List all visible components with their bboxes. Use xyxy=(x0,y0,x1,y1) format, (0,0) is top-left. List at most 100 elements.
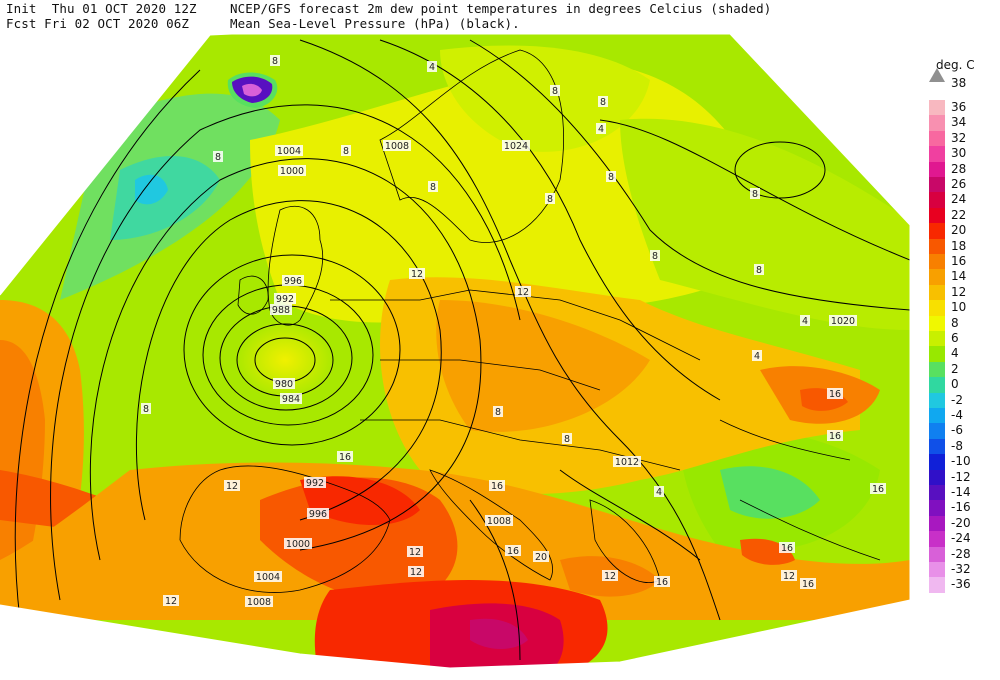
svg-text:8: 8 xyxy=(564,434,570,445)
legend-label: 12 xyxy=(951,284,967,299)
svg-text:12: 12 xyxy=(409,547,421,558)
isobar-label: 1000 xyxy=(278,165,306,177)
legend-entry: 16 xyxy=(924,254,1000,270)
svg-text:12: 12 xyxy=(517,287,529,298)
svg-text:8: 8 xyxy=(652,251,658,262)
legend-swatch xyxy=(929,146,945,162)
dewpoint-label: 12 xyxy=(163,595,179,607)
dewpoint-label: 8 xyxy=(493,406,503,418)
dewpoint-label: 8 xyxy=(750,188,760,200)
svg-text:980: 980 xyxy=(275,379,293,390)
legend-entry: 26 xyxy=(924,177,1000,193)
legend-swatch xyxy=(929,254,945,270)
dewpoint-label: 12 xyxy=(602,570,618,582)
legend-label: -16 xyxy=(951,500,971,515)
forecast-time: Fcst Fri 02 OCT 2020 06Z xyxy=(6,16,190,31)
isobar-label: 988 xyxy=(270,304,292,316)
svg-text:12: 12 xyxy=(165,596,177,607)
svg-text:992: 992 xyxy=(276,294,294,305)
isobar-label: 1000 xyxy=(284,538,312,550)
svg-text:1024: 1024 xyxy=(504,141,528,152)
isobar-label: 996 xyxy=(282,275,304,287)
legend-swatch xyxy=(929,300,945,316)
legend-entry: 0 xyxy=(924,377,1000,393)
legend-entry: 24 xyxy=(924,192,1000,208)
coastlines xyxy=(179,49,881,593)
legend-swatch xyxy=(929,331,945,347)
legend-swatch xyxy=(929,485,945,501)
legend-swatch xyxy=(929,515,945,532)
legend-swatch xyxy=(929,361,945,378)
legend-label: 0 xyxy=(951,377,959,392)
svg-text:4: 4 xyxy=(429,62,435,73)
legend-swatch xyxy=(929,115,945,131)
legend-entry: -20 xyxy=(924,515,1000,532)
svg-text:1000: 1000 xyxy=(286,539,310,550)
dewpoint-label: 8 xyxy=(270,55,280,67)
legend-entry: 34 xyxy=(924,115,1000,131)
dewpoint-label: 16 xyxy=(800,578,816,590)
legend-entry: -16 xyxy=(924,500,1000,516)
legend-unit: deg. C xyxy=(936,58,975,72)
legend-label: 30 xyxy=(951,146,967,161)
dewpoint-label: 8 xyxy=(598,96,608,108)
isobar-label: 1004 xyxy=(254,571,282,583)
legend-label: 6 xyxy=(951,331,959,345)
svg-text:1008: 1008 xyxy=(385,141,409,152)
svg-text:4: 4 xyxy=(598,124,604,135)
legend-label: 4 xyxy=(951,346,959,361)
legend-swatch xyxy=(929,377,945,393)
legend-entry: 32 xyxy=(924,130,1000,147)
dewpoint-label: 8 xyxy=(550,85,560,97)
legend-label: 34 xyxy=(951,115,967,130)
dewpoint-label: 4 xyxy=(752,350,762,362)
legend-entry: 36 xyxy=(924,100,1000,116)
svg-text:8: 8 xyxy=(608,172,614,183)
legend-label: 22 xyxy=(951,207,967,222)
legend-swatch xyxy=(929,438,945,455)
header-init-forecast: Init Thu 01 OCT 2020 12Z Fcst Fri 02 OCT… xyxy=(6,1,197,31)
svg-text:8: 8 xyxy=(215,152,221,163)
svg-text:16: 16 xyxy=(872,484,884,495)
svg-text:8: 8 xyxy=(343,146,349,157)
legend-swatch xyxy=(929,577,945,593)
svg-text:16: 16 xyxy=(656,577,668,588)
isobar-label: 984 xyxy=(280,393,302,405)
dewpoint-label: 16 xyxy=(654,576,670,588)
isobar-label: 1020 xyxy=(829,315,857,327)
svg-text:12: 12 xyxy=(411,269,423,280)
legend-entry: 2 xyxy=(924,361,1000,378)
legend-entry: -36 xyxy=(924,577,1000,593)
svg-text:4: 4 xyxy=(656,487,662,498)
dewpoint-label: 8 xyxy=(754,264,764,276)
legend-label: 2 xyxy=(951,361,959,376)
legend-label: -10 xyxy=(951,454,971,469)
legend-swatch xyxy=(929,546,945,562)
svg-text:8: 8 xyxy=(495,407,501,418)
dewpoint-label: 8 xyxy=(606,171,616,183)
svg-text:988: 988 xyxy=(272,305,290,316)
dewpoint-label: 8 xyxy=(545,193,555,205)
legend-swatch xyxy=(929,392,945,408)
svg-text:16: 16 xyxy=(802,579,814,590)
legend-label: -2 xyxy=(951,392,963,407)
legend-top-label: 38 xyxy=(951,76,967,90)
legend-label: -8 xyxy=(951,438,963,453)
legend-top-arrow xyxy=(929,68,945,82)
isobar-label: 1024 xyxy=(502,140,530,152)
svg-text:16: 16 xyxy=(339,452,351,463)
svg-text:8: 8 xyxy=(600,97,606,108)
map-field xyxy=(0,34,910,668)
header-description: NCEP/GFS forecast 2m dew point temperatu… xyxy=(230,1,771,31)
legend-label: 16 xyxy=(951,254,967,268)
legend-label: -6 xyxy=(951,423,963,438)
dewpoint-label: 16 xyxy=(489,480,505,492)
svg-text:1004: 1004 xyxy=(256,572,280,583)
svg-text:12: 12 xyxy=(783,571,795,582)
isobar-label: 1012 xyxy=(613,456,641,468)
legend-entry: -24 xyxy=(924,531,1000,547)
legend-label: -24 xyxy=(951,531,971,546)
legend-entry: 20 xyxy=(924,223,1000,239)
isobar-label: 1004 xyxy=(275,145,303,157)
